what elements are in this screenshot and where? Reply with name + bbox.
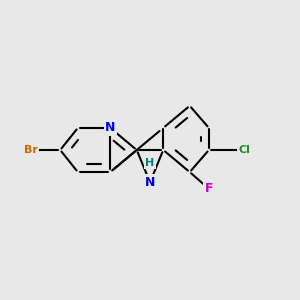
Text: Br: Br	[24, 145, 38, 155]
Text: N: N	[105, 122, 116, 134]
Text: Cl: Cl	[238, 145, 250, 155]
Text: F: F	[205, 182, 213, 195]
Text: H: H	[146, 158, 154, 168]
Text: N: N	[145, 176, 155, 189]
